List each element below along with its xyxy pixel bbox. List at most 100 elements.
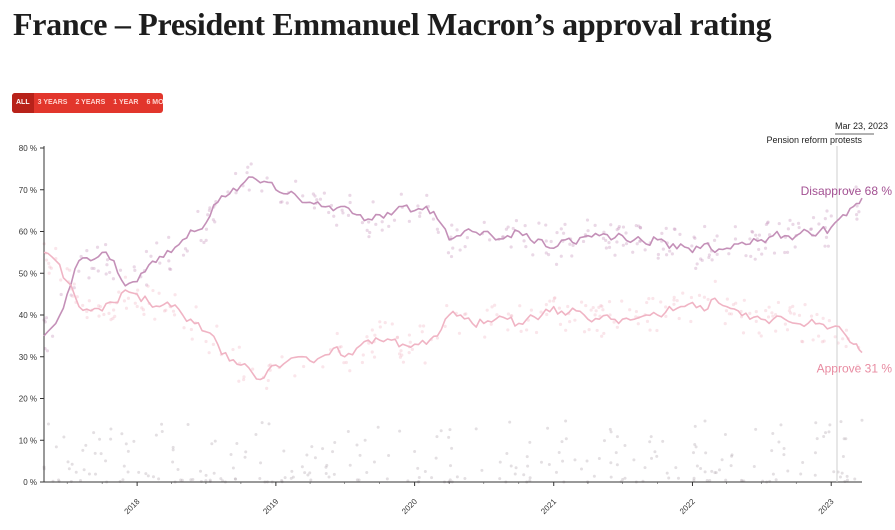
poll-dot bbox=[733, 225, 737, 229]
poll-dot bbox=[59, 292, 63, 297]
poll-dot bbox=[643, 248, 647, 252]
x-tick-label: 2022 bbox=[678, 497, 697, 516]
range-tab-1-year[interactable]: 1 YEAR bbox=[113, 99, 139, 106]
poll-dot-other bbox=[448, 478, 452, 482]
poll-dot bbox=[207, 351, 211, 355]
poll-dot bbox=[44, 316, 49, 320]
poll-dot-other bbox=[154, 433, 158, 437]
poll-dot bbox=[423, 361, 427, 365]
poll-dot-other bbox=[752, 464, 756, 468]
poll-dot-other bbox=[212, 471, 216, 475]
poll-dot-other bbox=[448, 428, 452, 432]
poll-dot bbox=[208, 206, 212, 210]
poll-dot bbox=[579, 300, 584, 304]
poll-dot bbox=[373, 333, 377, 337]
poll-dot-other bbox=[62, 435, 66, 439]
poll-dot-other bbox=[832, 470, 836, 474]
poll-dot bbox=[534, 330, 539, 335]
poll-dot bbox=[608, 313, 612, 317]
poll-dot bbox=[449, 235, 453, 239]
poll-dot bbox=[710, 258, 714, 262]
poll-dot bbox=[335, 331, 339, 336]
poll-dot-other bbox=[331, 450, 335, 454]
poll-dot bbox=[636, 322, 640, 326]
poll-dot-other bbox=[661, 439, 665, 443]
series-end-labels: Disapprove 68 % Approve 31 % bbox=[801, 184, 893, 375]
poll-dot bbox=[302, 364, 306, 369]
poll-dot-other bbox=[703, 470, 707, 474]
poll-dot bbox=[71, 294, 75, 298]
poll-dot bbox=[664, 314, 668, 318]
poll-dot bbox=[79, 254, 83, 259]
poll-dot bbox=[524, 245, 528, 249]
poll-dot bbox=[766, 315, 771, 319]
poll-dot-other bbox=[449, 464, 453, 468]
poll-dot bbox=[634, 309, 638, 314]
poll-dot-other bbox=[387, 453, 391, 457]
poll-dot bbox=[113, 314, 117, 318]
poll-dot-other bbox=[813, 473, 817, 477]
poll-dot-other bbox=[557, 451, 561, 455]
poll-dot-other bbox=[455, 475, 459, 479]
poll-dot bbox=[493, 303, 497, 307]
poll-dot bbox=[827, 319, 831, 323]
poll-dot bbox=[584, 303, 588, 308]
poll-dot-other bbox=[94, 472, 98, 476]
poll-dot bbox=[407, 351, 411, 355]
poll-dot bbox=[672, 227, 676, 231]
poll-dot bbox=[529, 308, 534, 312]
poll-dot bbox=[435, 227, 440, 231]
poll-dot bbox=[278, 200, 283, 204]
poll-dot bbox=[631, 250, 635, 254]
poll-dot-other bbox=[120, 432, 124, 436]
poll-dot bbox=[816, 334, 821, 338]
poll-dot bbox=[518, 304, 522, 308]
poll-dot bbox=[678, 232, 682, 236]
poll-dot bbox=[397, 352, 402, 356]
range-tab-6-months[interactable]: 6 MONTHS bbox=[146, 99, 163, 106]
poll-dot bbox=[797, 313, 802, 317]
poll-dot bbox=[815, 312, 819, 317]
poll-dot bbox=[215, 324, 219, 328]
poll-dot-other bbox=[313, 456, 317, 460]
poll-dot bbox=[122, 299, 127, 303]
poll-dot-other bbox=[171, 448, 175, 452]
poll-dot bbox=[645, 319, 650, 323]
poll-dot bbox=[664, 226, 668, 230]
poll-dot-other bbox=[98, 437, 102, 441]
poll-dot bbox=[661, 247, 665, 251]
poll-dot-other bbox=[714, 471, 718, 475]
poll-dot bbox=[544, 251, 548, 255]
poll-dot bbox=[504, 227, 508, 231]
poll-dot-other bbox=[303, 471, 307, 475]
poll-dot bbox=[823, 217, 827, 221]
poll-dot bbox=[855, 217, 859, 221]
poll-dot bbox=[211, 218, 215, 222]
poll-dot bbox=[689, 295, 694, 300]
poll-dot bbox=[380, 228, 384, 232]
poll-dot-other bbox=[171, 460, 175, 464]
poll-dot bbox=[265, 176, 269, 180]
poll-dot-other bbox=[327, 475, 331, 479]
poll-dot-other bbox=[813, 451, 817, 455]
poll-dot bbox=[247, 188, 251, 192]
range-tab-all[interactable]: ALL bbox=[12, 93, 34, 113]
poll-dot bbox=[185, 249, 189, 253]
range-tab-2-years[interactable]: 2 YEARS bbox=[75, 99, 106, 106]
poll-dot-other bbox=[289, 476, 293, 480]
poll-dot-other bbox=[365, 470, 369, 474]
poll-dot bbox=[694, 266, 698, 271]
y-tick-label: 50 % bbox=[19, 269, 37, 278]
poll-dot-other bbox=[653, 450, 657, 454]
poll-dot bbox=[677, 316, 681, 321]
poll-dot bbox=[700, 258, 704, 262]
poll-dot bbox=[321, 365, 325, 369]
poll-dot bbox=[155, 241, 159, 245]
poll-dot-other bbox=[614, 451, 618, 455]
poll-dot bbox=[446, 251, 451, 255]
poll-dot-other bbox=[81, 448, 85, 452]
poll-dot bbox=[378, 325, 382, 329]
poll-dot-other bbox=[560, 440, 564, 444]
range-tab-3-years[interactable]: 3 YEARS bbox=[37, 99, 68, 106]
poll-dot-other bbox=[692, 478, 696, 482]
